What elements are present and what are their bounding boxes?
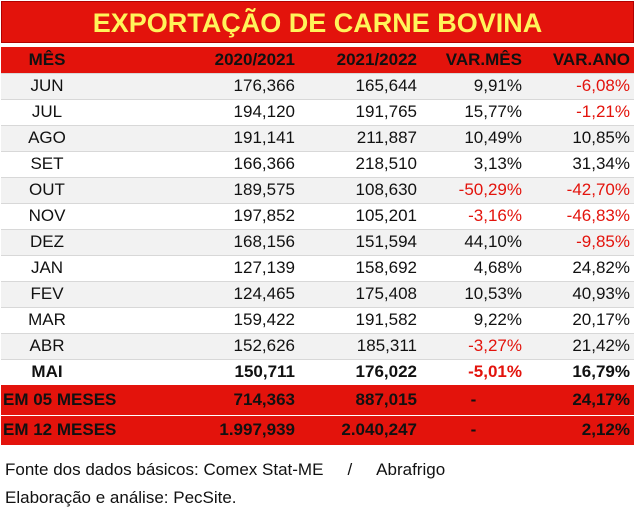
value-2021-2022-cell: 191,582 [299, 307, 421, 334]
value-2021-2022-cell: 211,887 [299, 125, 421, 152]
month-cell: JAN [1, 255, 93, 282]
header-row: MÊS 2020/2021 2021/2022 VAR.MÊS VAR.ANO [1, 47, 634, 74]
table-row: AGO 191,141 211,887 10,49% 10,85% [1, 125, 634, 152]
month-cell: OUT [1, 177, 93, 204]
var-ano-cell: -9,85% [526, 229, 634, 256]
footer-analysis: Elaboração e análise: PecSite. [5, 488, 237, 507]
total-row: EM 05 MESES 714,363 887,015-24,17% [1, 385, 634, 416]
value-2020-2021-cell: 127,139 [93, 255, 299, 282]
var-ano-cell: -6,08% [526, 73, 634, 100]
header-2021-2022: 2021/2022 [299, 47, 421, 74]
month-cell: MAR [1, 307, 93, 334]
var-ano-cell: -1,21% [526, 99, 634, 126]
var-mes-cell: 10,49% [421, 125, 526, 152]
value-2021-2022-cell: 191,765 [299, 99, 421, 126]
total-var-ano-cell: 2,12% [526, 415, 634, 446]
var-mes-cell: -5,01% [468, 362, 522, 382]
table-row: JUN 176,366 165,644 9,91% -6,08% [1, 73, 634, 100]
table-row: ABR 152,626 185,311 -3,27% 21,42% [1, 333, 634, 360]
month-cell: JUL [1, 99, 93, 126]
table-body: JUN 176,366 165,644 9,91% -6,08% JUL 194,120 19… [1, 73, 634, 446]
value-2021-2022-cell: 105,201 [299, 203, 421, 230]
month-cell: NOV [1, 203, 93, 230]
value-2021-2022-cell: 158,692 [299, 255, 421, 282]
footer-source-text: Fonte dos dados básicos: Comex Stat-ME [5, 460, 324, 479]
total-var-mes-cell: - [421, 415, 526, 446]
value-2021-2022-cell: 151,594 [299, 229, 421, 256]
value-2020-2021-cell: 159,422 [93, 307, 299, 334]
month-cell: ABR [1, 333, 93, 360]
var-ano-cell: 24,82% [526, 255, 634, 282]
var-ano-cell: -42,70% [526, 177, 634, 204]
table-row: OUT 189,575 108,630 -50,29% -42,70% [1, 177, 634, 204]
value-2021-2022-cell: 185,311 [299, 333, 421, 360]
total-2020-2021-cell: 714,363 [93, 385, 299, 416]
value-2021-2022-cell: 176,022 [355, 362, 417, 382]
value-2020-2021-cell: 166,366 [93, 151, 299, 178]
table-row: NOV 197,852 105,201 -3,16% -46,83% [1, 203, 634, 230]
var-ano-cell: 20,17% [526, 307, 634, 334]
var-mes-cell: -3,16% [421, 203, 526, 230]
table-row: SET 166,366 218,510 3,13% 31,34% [1, 151, 634, 178]
total-2020-2021-cell: 1.997,939 [93, 415, 299, 446]
var-mes-cell: 44,10% [421, 229, 526, 256]
total-row: EM 12 MESES 1.997,939 2.040,247-2,12% [1, 415, 634, 446]
footer-source2: Abrafrigo [376, 460, 446, 479]
value-2020-2021-cell: 168,156 [93, 229, 299, 256]
var-mes-cell: 3,13% [421, 151, 526, 178]
month-cell: DEZ [1, 229, 93, 256]
table-row: JUL 194,120 191,765 15,77% -1,21% [1, 99, 634, 126]
var-ano-cell: 16,79% [572, 362, 630, 382]
value-2021-2022-cell: 175,408 [299, 281, 421, 308]
table-row: MAR 159,422 191,582 9,22% 20,17% [1, 307, 634, 334]
value-2020-2021-cell: 197,852 [93, 203, 299, 230]
value-2020-2021-cell: 191,141 [93, 125, 299, 152]
month-cell: SET [1, 151, 93, 178]
table-row: FEV 124,465 175,408 10,53% 40,93% [1, 281, 634, 308]
footer-separator: / [347, 460, 353, 479]
value-2020-2021-cell: 150,711 [234, 362, 295, 382]
value-2021-2022-cell: 108,630 [299, 177, 421, 204]
header-mes: MÊS [1, 47, 93, 74]
var-ano-cell: -46,83% [526, 203, 634, 230]
value-2020-2021-cell: 189,575 [93, 177, 299, 204]
var-mes-cell: -3,27% [421, 333, 526, 360]
value-2020-2021-cell: 124,465 [93, 281, 299, 308]
value-2021-2022-cell: 165,644 [299, 73, 421, 100]
header-2020-2021: 2020/2021 [93, 47, 299, 74]
month-cell: MAI [31, 362, 63, 382]
total-2021-2022-cell: 2.040,247 [299, 415, 421, 446]
var-mes-cell: 15,77% [421, 99, 526, 126]
var-ano-cell: 40,93% [526, 281, 634, 308]
var-ano-cell: 21,42% [526, 333, 634, 360]
total-label-cell: EM 05 MESES [1, 385, 116, 416]
total-var-mes-cell: - [421, 385, 526, 416]
var-mes-cell: -50,29% [421, 177, 526, 204]
var-ano-cell: 10,85% [526, 125, 634, 152]
month-cell: AGO [1, 125, 93, 152]
table-row: JAN 127,139 158,692 4,68% 24,82% [1, 255, 634, 282]
value-2021-2022-cell: 218,510 [299, 151, 421, 178]
month-cell: JUN [1, 73, 93, 100]
var-ano-cell: 31,34% [526, 151, 634, 178]
table-row: DEZ 168,156 151,594 44,10% -9,85% [1, 229, 634, 256]
total-var-ano-cell: 24,17% [526, 385, 634, 416]
table-title: EXPORTAÇÃO DE CARNE BOVINA [1, 1, 634, 43]
var-mes-cell: 4,68% [421, 255, 526, 282]
table-row: MAI 150,711 176,022 -5,01% 16,79% [1, 359, 634, 385]
var-mes-cell: 9,22% [421, 307, 526, 334]
total-label-cell: EM 12 MESES [1, 415, 116, 446]
total-2021-2022-cell: 887,015 [299, 385, 421, 416]
export-table: MÊS 2020/2021 2021/2022 VAR.MÊS VAR.ANO … [1, 47, 634, 446]
var-mes-cell: 9,91% [421, 73, 526, 100]
value-2020-2021-cell: 194,120 [93, 99, 299, 126]
header-var-ano: VAR.ANO [526, 47, 634, 74]
var-mes-cell: 10,53% [421, 281, 526, 308]
header-var-mes: VAR.MÊS [421, 47, 526, 74]
footer-source: Fonte dos dados básicos: Comex Stat-ME / A… [5, 460, 445, 480]
value-2020-2021-cell: 152,626 [93, 333, 299, 360]
month-cell: FEV [1, 281, 93, 308]
value-2020-2021-cell: 176,366 [93, 73, 299, 100]
